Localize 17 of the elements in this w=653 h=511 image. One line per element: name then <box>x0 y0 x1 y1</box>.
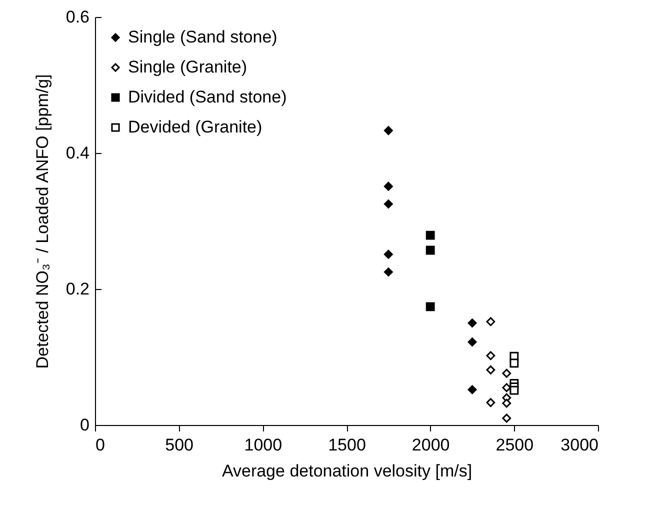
x-axis-title: Average detonation velosity [m/s] <box>222 462 472 480</box>
x-tick-label: 2000 <box>412 436 450 454</box>
x-tick-label: 3000 <box>560 436 598 454</box>
legend-label: Divided (Sand stone) <box>128 88 287 106</box>
y-tick-label: 0.6 <box>66 8 90 26</box>
y-tick-label: 0.4 <box>66 144 90 162</box>
x-tick-label: 1500 <box>328 436 366 454</box>
x-tick-label: 1000 <box>244 436 282 454</box>
x-tick-label: 0 <box>96 436 105 454</box>
x-tick-label: 500 <box>165 436 194 454</box>
y-tick-label: 0 <box>80 416 90 434</box>
legend-label: Single (Granite) <box>128 58 248 76</box>
x-tick-label: 2500 <box>496 436 534 454</box>
legend-label: Single (Sand stone) <box>128 28 278 46</box>
legend-label: Devided (Granite) <box>128 118 262 136</box>
y-axis-title: Detected NO₃⁻ / Loaded ANFO [ppm/g] <box>32 74 52 369</box>
y-tick-label: 0.2 <box>66 280 90 298</box>
